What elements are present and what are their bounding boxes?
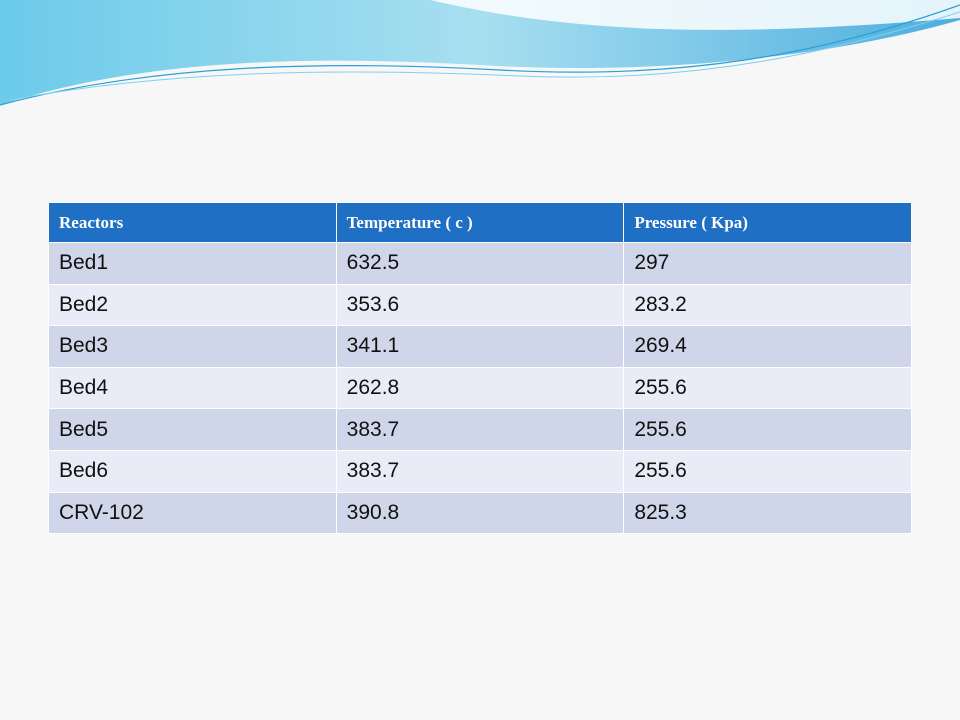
table-cell: 825.3 — [623, 491, 912, 535]
table-row: Bed5 383.7 255.6 — [48, 408, 912, 451]
table-row: Bed2 353.6 283.2 — [48, 283, 912, 327]
table-cell: 353.6 — [335, 283, 625, 327]
table-cell: 632.5 — [335, 242, 625, 285]
table-cell: 255.6 — [623, 366, 912, 410]
table-cell: 390.8 — [335, 491, 625, 535]
header-cell: Temperature ( c ) — [335, 202, 625, 243]
table-cell: 297 — [623, 242, 912, 285]
table-cell: 283.2 — [623, 283, 912, 327]
header-cell: Pressure ( Kpa) — [623, 202, 912, 243]
table-cell: Bed2 — [48, 283, 337, 327]
table-cell: 262.8 — [335, 366, 625, 410]
table-cell: Bed4 — [48, 366, 337, 410]
table-cell: Bed1 — [48, 242, 337, 285]
table-row: Bed4 262.8 255.6 — [48, 366, 912, 410]
table-cell: Bed6 — [48, 449, 337, 493]
table-row: Bed3 341.1 269.4 — [48, 325, 912, 368]
table-cell: 383.7 — [335, 449, 625, 493]
header-cell: Reactors — [48, 202, 337, 243]
data-table: Reactors Temperature ( c ) Pressure ( Kpa)… — [48, 202, 912, 535]
table-cell: Bed5 — [48, 408, 337, 451]
table-cell: 255.6 — [623, 449, 912, 493]
table-cell: Bed3 — [48, 325, 337, 368]
table-cell: CRV-102 — [48, 491, 337, 535]
table-row: Bed6 383.7 255.6 — [48, 449, 912, 493]
header-row: Reactors Temperature ( c ) Pressure ( Kpa) — [48, 202, 912, 243]
table-cell: 255.6 — [623, 408, 912, 451]
table-cell: 341.1 — [335, 325, 625, 368]
table-cell: 383.7 — [335, 408, 625, 451]
table-row: CRV-102 390.8 825.3 — [48, 491, 912, 535]
header-wave — [0, 0, 960, 106]
table-cell: 269.4 — [623, 325, 912, 368]
table-row: Bed1 632.5 297 — [48, 242, 912, 285]
